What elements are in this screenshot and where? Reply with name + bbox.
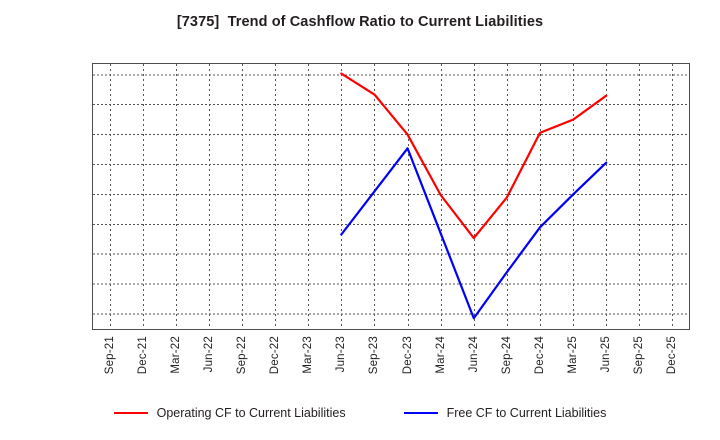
x-axis-tick-label: Dec-21 — [136, 336, 149, 375]
x-axis-tick-label: Sep-21 — [103, 336, 116, 375]
series-line-operating-cf — [340, 72, 608, 240]
x-axis-tick-label: Jun-22 — [202, 336, 215, 373]
legend-label: Operating CF to Current Liabilities — [156, 406, 346, 420]
plot-area — [92, 63, 690, 330]
x-axis-tick-label: Sep-23 — [368, 336, 381, 375]
x-axis-tick-label: Jun-25 — [600, 336, 613, 373]
x-axis-tick-label: Mar-24 — [434, 336, 447, 374]
series-line-free-cf — [340, 147, 608, 320]
x-axis-tick-label: Mar-23 — [302, 336, 315, 374]
grid-lines — [93, 64, 689, 329]
x-axis-tick-label: Dec-23 — [401, 336, 414, 375]
x-axis-tick-label: Sep-24 — [500, 336, 513, 375]
legend-item-free-cf[interactable]: Free CF to Current Liabilities — [403, 406, 607, 420]
y-axis-labels: 5.0%10.0%15.0%20.0%25.0%30.0%35.0%40.0%4… — [0, 0, 88, 440]
x-axis-tick-label: Mar-22 — [169, 336, 182, 374]
x-axis-tick-label: Mar-25 — [567, 336, 580, 374]
legend-label: Free CF to Current Liabilities — [446, 406, 607, 420]
page-title: [7375] Trend of Cashflow Ratio to Curren… — [176, 14, 544, 30]
x-axis-tick-label: Dec-22 — [269, 336, 282, 375]
chart-legend: Operating CF to Current Liabilities Free … — [0, 406, 720, 420]
legend-line-swatch-icon — [113, 412, 148, 414]
x-axis-tick-label: Sep-25 — [633, 336, 646, 375]
legend-item-operating-cf[interactable]: Operating CF to Current Liabilities — [113, 406, 346, 420]
series-lines — [340, 72, 608, 320]
x-axis-tick-label: Sep-22 — [236, 336, 248, 375]
x-axis-tick-label: Dec-24 — [534, 336, 546, 375]
x-axis-tick-label: Jun-24 — [467, 336, 480, 373]
x-axis-tick-label: Dec-25 — [666, 336, 679, 375]
x-axis-tick-label: Jun-23 — [335, 336, 348, 373]
legend-line-swatch-icon — [403, 412, 438, 414]
